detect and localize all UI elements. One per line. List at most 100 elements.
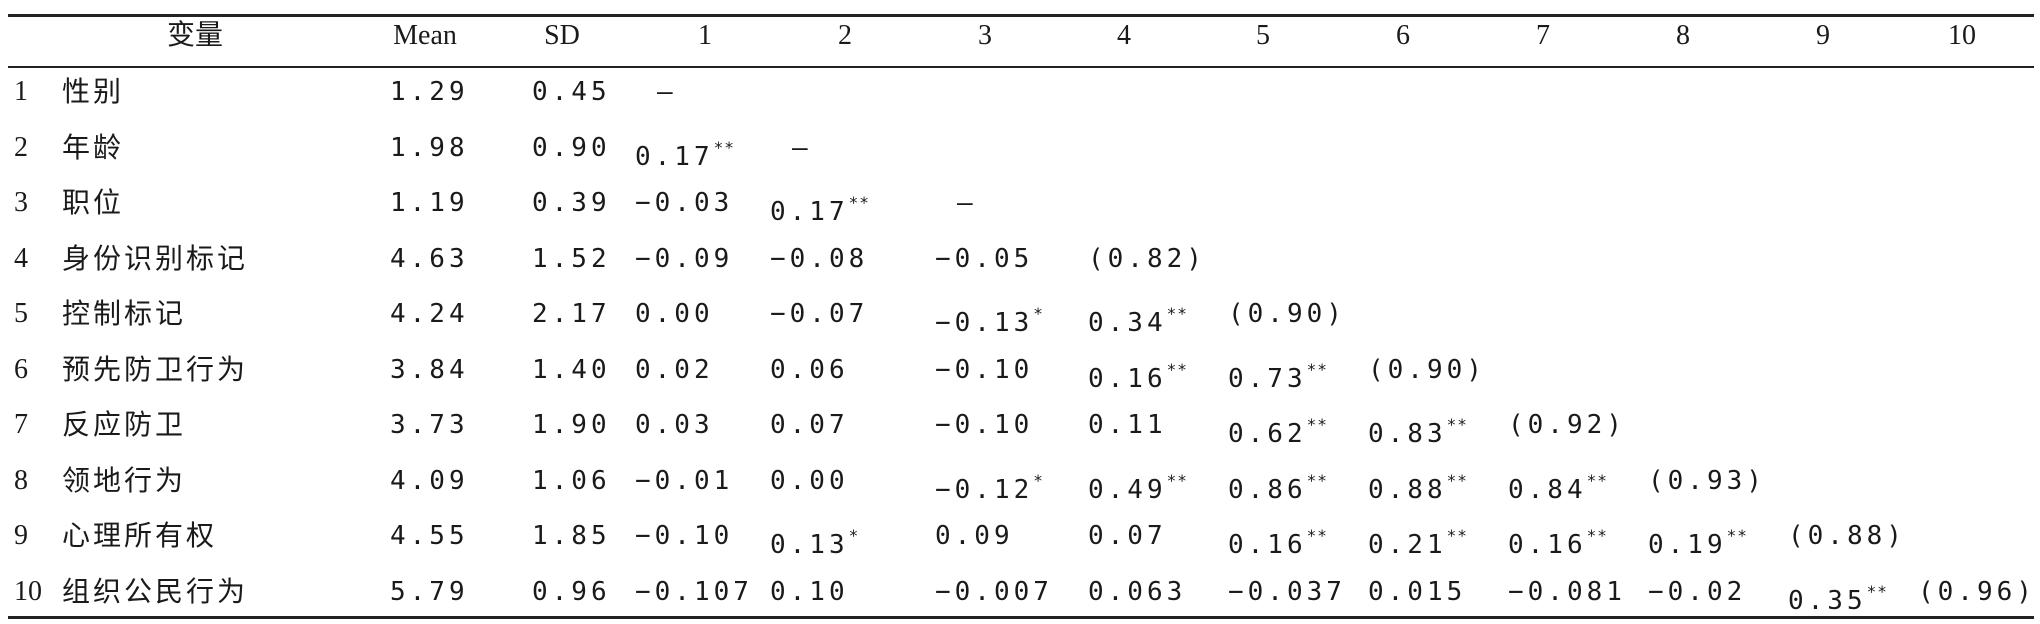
corr-value: 0.03: [635, 410, 714, 440]
header-col-10: 10: [1948, 20, 1976, 51]
corr-cell: —: [657, 74, 677, 110]
significance-mark: **: [1726, 526, 1748, 545]
header-col-SD: SD: [544, 20, 580, 51]
corr-cell: 0.16**: [1508, 518, 1608, 563]
corr-cell: −0.08: [770, 241, 868, 277]
corr-value: (0.90): [1228, 299, 1346, 329]
sd-value: 1.90: [532, 410, 611, 440]
significance-mark: **: [1306, 470, 1328, 490]
corr-cell: −0.03: [635, 185, 733, 221]
corr-value: 0.62: [1228, 419, 1307, 449]
mean-value: 1.29: [390, 77, 469, 107]
significance-mark: **: [1306, 415, 1328, 434]
corr-cell: −0.09: [635, 241, 733, 277]
corr-value: 0.13: [770, 530, 849, 560]
corr-cell: 0.00: [635, 296, 714, 332]
corr-value: 0.17: [770, 197, 849, 227]
row-index: 8: [14, 464, 28, 496]
mean-value: 4.63: [390, 243, 469, 274]
sd-value: 1.06: [532, 465, 611, 496]
sd-value: 1.52: [532, 243, 611, 274]
significance-mark: **: [1306, 526, 1328, 545]
row-index: 4: [14, 242, 28, 274]
corr-cell: (0.92): [1508, 407, 1626, 443]
corr-cell: 0.49**: [1088, 463, 1188, 508]
corr-cell: 0.09: [935, 518, 1014, 554]
corr-cell: −0.007: [935, 574, 1053, 610]
corr-cell: 0.84**: [1508, 463, 1608, 508]
corr-cell: 0.19**: [1648, 518, 1748, 563]
mean-value: 4.09: [390, 465, 469, 496]
corr-cell: 0.06: [770, 352, 849, 388]
row-index: 10: [14, 575, 42, 607]
corr-cell: 0.88**: [1368, 463, 1468, 508]
corr-value: −0.03: [635, 188, 734, 218]
corr-value: 0.015: [1368, 576, 1467, 607]
corr-cell: 0.16**: [1228, 518, 1328, 563]
corr-cell: 0.17**: [635, 130, 735, 175]
corr-cell: −0.05: [935, 241, 1033, 277]
variable-name: 领地行为: [62, 463, 187, 497]
corr-value: −0.07: [770, 299, 869, 329]
header-col-Mean: Mean: [393, 20, 457, 51]
significance-mark: **: [1446, 526, 1468, 545]
mean-value: 3.73: [390, 410, 469, 440]
significance-mark: **: [848, 193, 870, 212]
corr-value: 0.16: [1508, 530, 1587, 560]
header-col-5: 5: [1256, 20, 1270, 51]
header-rule: [8, 66, 2034, 68]
variable-name: 年龄: [62, 130, 125, 164]
mean-value: 1.98: [390, 132, 469, 163]
corr-cell: (0.96): [1918, 574, 2036, 610]
corr-cell: 0.063: [1088, 574, 1186, 610]
significance-mark: **: [1166, 359, 1188, 379]
sd-value: 0.90: [532, 132, 611, 163]
corr-cell: −0.081: [1508, 574, 1626, 610]
corr-value: (0.90): [1368, 354, 1486, 385]
row-index: 9: [14, 520, 28, 551]
significance-mark: **: [713, 137, 735, 157]
corr-value: (0.92): [1508, 410, 1626, 440]
significance-mark: **: [1446, 470, 1468, 490]
corr-cell: −0.037: [1228, 574, 1346, 610]
corr-value: −0.081: [1508, 576, 1626, 607]
corr-value: 0.21: [1368, 530, 1447, 560]
corr-cell: (0.90): [1228, 296, 1346, 332]
corr-cell: (0.88): [1788, 518, 1906, 554]
bottom-rule: [8, 616, 2034, 619]
corr-value: −0.10: [935, 410, 1034, 440]
corr-value: 0.02: [635, 354, 714, 385]
corr-value: −0.09: [635, 243, 734, 274]
variable-name: 预先防卫行为: [62, 352, 249, 386]
corr-value: 0.35: [1788, 585, 1867, 616]
corr-value: —: [957, 188, 977, 218]
corr-cell: (0.90): [1368, 352, 1486, 388]
corr-value: −0.037: [1228, 576, 1346, 607]
corr-cell: 0.02: [635, 352, 714, 388]
corr-value: —: [792, 132, 812, 163]
significance-mark: *: [1033, 304, 1044, 323]
corr-value: 0.00: [770, 465, 849, 496]
corr-value: 0.84: [1508, 474, 1587, 505]
corr-cell: 0.10: [770, 574, 849, 610]
significance-mark: **: [1166, 470, 1188, 490]
variable-name: 性别: [62, 75, 125, 108]
sd-value: 2.17: [532, 299, 611, 329]
corr-cell: −0.10: [935, 407, 1033, 443]
mean-value: 4.24: [390, 299, 469, 329]
header-col-9: 9: [1816, 20, 1830, 51]
corr-cell: 0.03: [635, 407, 714, 443]
corr-value: 0.34: [1088, 308, 1167, 338]
header-variable: 变量: [166, 20, 224, 51]
corr-value: 0.19: [1648, 530, 1727, 560]
corr-value: −0.01: [635, 465, 734, 496]
corr-value: 0.06: [770, 354, 849, 385]
corr-value: 0.16: [1228, 530, 1307, 560]
header-col-3: 3: [978, 20, 992, 51]
variable-name: 身份识别标记: [62, 241, 249, 275]
variable-name: 控制标记: [62, 297, 187, 330]
significance-mark: *: [848, 526, 860, 545]
corr-value: 0.83: [1368, 419, 1447, 449]
corr-value: −0.10: [935, 354, 1034, 385]
